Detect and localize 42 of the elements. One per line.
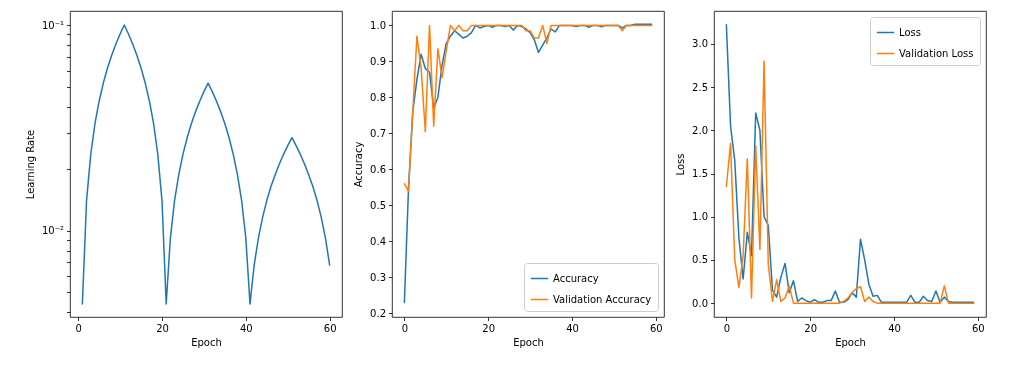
y-tick-label: 0.9 (370, 55, 386, 67)
y-tick-label: 3.0 (692, 38, 708, 50)
y-tick-label: 0.5 (370, 199, 386, 211)
y-tick-label: 0.2 (370, 307, 386, 319)
y-tick-label: 10⁻¹ (41, 19, 64, 31)
x-tick-label: 60 (323, 323, 337, 334)
x-tick-label: 60 (971, 323, 985, 334)
y-tick-label: 10⁻² (41, 225, 64, 237)
line-series (81, 24, 331, 305)
x-tick-label: 40 (566, 323, 579, 334)
x-tick-label: 20 (156, 323, 169, 334)
y-tick-label: 0.4 (370, 235, 386, 247)
x-tick-label: 60 (649, 323, 663, 334)
y-tick-label: 2.0 (692, 124, 708, 136)
x-axis-title: Epoch (191, 337, 222, 348)
y-tick-label: 1.5 (692, 168, 708, 180)
legend-label: Validation Accuracy (553, 293, 652, 305)
y-tick-label: 0.5 (692, 254, 708, 266)
x-tick-label: 20 (482, 323, 496, 334)
y-tick-label: 1.0 (370, 19, 386, 31)
y-axis-title: Accuracy (353, 141, 365, 188)
line-series (403, 24, 653, 192)
y-tick-label: 2.5 (692, 81, 708, 93)
y-tick-label: 0.3 (370, 271, 386, 283)
x-tick-label: 0 (75, 323, 82, 334)
x-tick-label: 0 (723, 323, 731, 334)
y-tick-label: 0.0 (692, 297, 708, 309)
y-axis-title: Loss (675, 153, 687, 176)
legend-label: Validation Loss (899, 47, 974, 59)
x-tick-label: 40 (888, 323, 901, 334)
y-axis-title: Learning Rate (24, 129, 36, 200)
x-tick-label: 20 (804, 323, 818, 334)
legend-label: Accuracy (553, 272, 599, 284)
y-tick-label: 0.7 (370, 127, 386, 139)
y-tick-label: 1.0 (692, 211, 708, 223)
x-tick-label: 40 (239, 323, 253, 334)
legend-label: Loss (899, 26, 921, 38)
y-tick-label: 0.8 (370, 91, 386, 103)
y-tick-label: 0.6 (370, 163, 386, 175)
x-axis-title: Epoch (835, 337, 866, 348)
x-tick-label: 0 (401, 323, 409, 334)
x-axis-title: Epoch (513, 337, 544, 348)
